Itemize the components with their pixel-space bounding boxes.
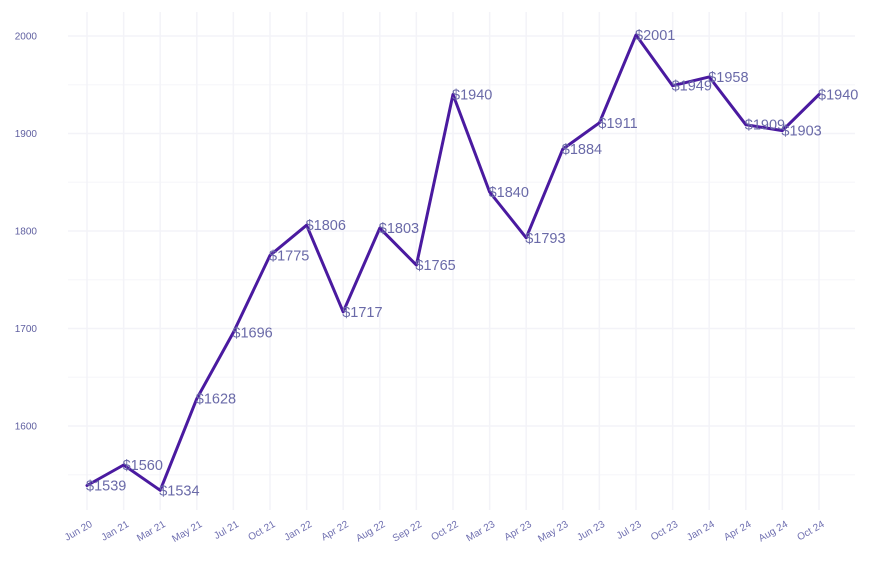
x-tick-label: May 23: [536, 519, 570, 545]
data-label: $1884: [562, 142, 602, 158]
data-label: $1539: [86, 478, 126, 494]
x-tick-label: Jan 22: [283, 519, 315, 544]
data-label: $1717: [342, 305, 382, 321]
y-tick-label: 1800: [15, 227, 38, 238]
data-label: $1775: [269, 248, 309, 264]
x-tick-label: Apr 22: [320, 519, 351, 543]
x-tick-label: Jul 21: [212, 519, 241, 542]
data-label: $1911: [598, 116, 637, 132]
data-label: $1696: [232, 325, 272, 341]
data-label: $1803: [379, 221, 419, 237]
data-label: $2001: [635, 28, 675, 44]
data-label: $1840: [489, 185, 529, 201]
data-label: $1949: [672, 79, 712, 95]
y-tick-label: 1600: [15, 422, 38, 433]
y-tick-label: 1900: [15, 129, 38, 140]
data-label: $1560: [123, 458, 163, 474]
x-tick-label: May 21: [170, 519, 204, 545]
x-tick-label: Aug 22: [354, 519, 387, 545]
x-tick-label: Jun 20: [63, 519, 95, 544]
x-tick-label: Jun 23: [575, 519, 607, 544]
y-tick-label: 2000: [15, 32, 38, 43]
series-line: [85, 33, 821, 492]
x-tick-label: Oct 21: [246, 519, 277, 543]
grid: [68, 12, 855, 510]
data-label: $1793: [525, 231, 565, 247]
x-tick-label: Aug 24: [757, 519, 790, 545]
x-tick-label: Oct 24: [795, 519, 826, 543]
series-line-group: [85, 33, 821, 492]
data-label: $1940: [452, 88, 492, 104]
data-label: $1806: [306, 218, 346, 234]
x-tick-label: Oct 22: [429, 519, 460, 543]
data-label: $1909: [745, 118, 785, 134]
x-tick-label: Sep 22: [391, 519, 424, 545]
y-axis-ticks: 1600 1700 1800 1900 2000: [15, 32, 38, 433]
x-tick-label: Jan 21: [100, 519, 132, 544]
x-tick-label: Apr 24: [722, 519, 753, 543]
x-tick-label: Mar 23: [465, 519, 498, 544]
data-label: $1903: [781, 124, 821, 140]
data-labels: $1539 $1560 $1534 $1628 $1696 $1775 $1806 $1717…: [86, 28, 858, 499]
x-tick-label: Oct 23: [649, 519, 680, 543]
x-tick-label: Mar 21: [135, 519, 168, 544]
x-tick-label: Jul 23: [615, 519, 644, 542]
y-tick-label: 1700: [15, 324, 38, 335]
data-label: $1940: [818, 88, 858, 104]
data-label: $1534: [159, 483, 199, 499]
x-tick-label: Apr 23: [503, 519, 534, 543]
data-label: $1958: [708, 70, 748, 86]
data-label: $1628: [196, 392, 236, 408]
data-label: $1765: [415, 258, 455, 274]
x-axis-ticks: Jun 20 Jan 21 Mar 21 May 21 Jul 21 Oct 21 Jan …: [63, 519, 827, 545]
x-tick-label: Jan 24: [685, 519, 717, 544]
